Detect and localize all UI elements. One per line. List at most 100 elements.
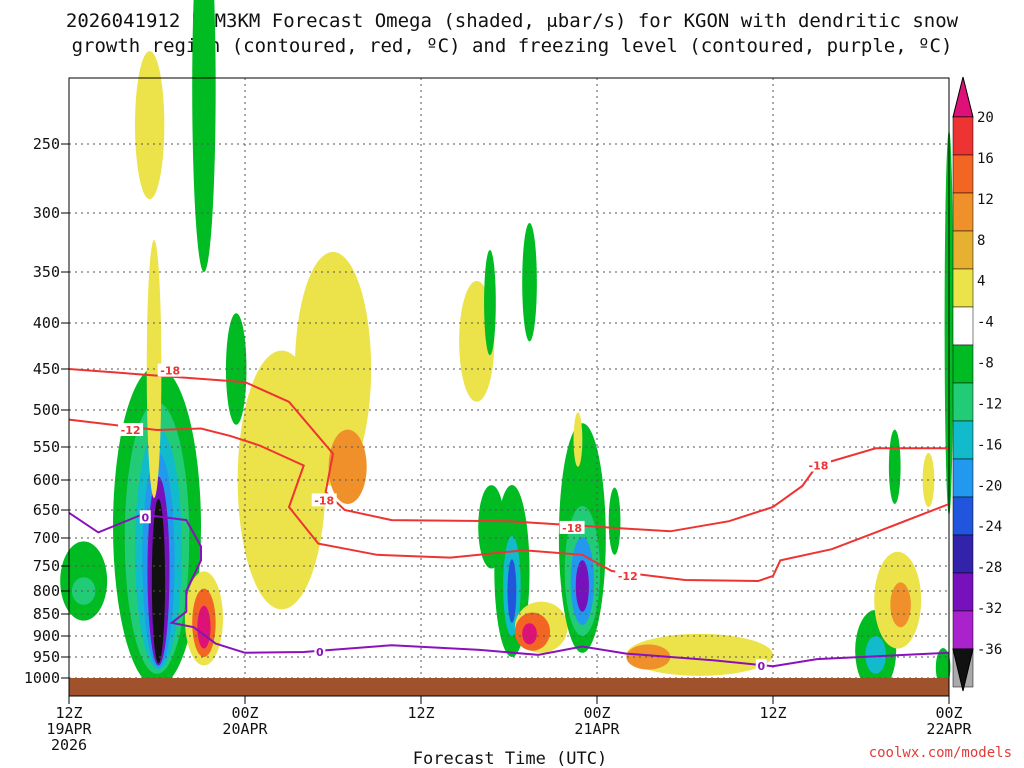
y-axis: 250 300 350 400 450 500 550 600 650 700 750 800 850 9… — [24, 135, 69, 687]
omega-region-7 — [151, 498, 166, 664]
colorbar-label-2: 12 — [977, 192, 994, 208]
x-tick-label-60-1: 22APR — [926, 720, 972, 738]
colorbar-swatch-1 — [952, 116, 974, 156]
dgz-contour-label-5-bg — [805, 458, 831, 472]
y-tick-label-750: 750 — [33, 557, 60, 575]
y-tick-label-500: 500 — [33, 401, 60, 419]
omega-region-9 — [225, 313, 247, 425]
colorbar-swatch-9 — [952, 420, 974, 460]
freezing-level-label-0: 0 — [141, 511, 149, 524]
dgz-contour-label-4-bg — [615, 569, 641, 582]
x-tick-label-24-0: 12Z — [407, 704, 434, 722]
x-tick-label-60-0: 00Z — [935, 704, 962, 722]
omega-region-39 — [890, 582, 911, 628]
y-tick-label-700: 700 — [33, 529, 60, 547]
terrain-ground — [69, 678, 949, 696]
gridlines — [68, 78, 950, 696]
omega-region-14 — [197, 605, 211, 649]
dgz-contour-label-2-bg — [311, 493, 337, 507]
freezing-level-label-0-bg — [139, 510, 151, 524]
freezing-level-label-2: 0 — [757, 660, 765, 673]
omega-region-40 — [888, 429, 901, 504]
colorbar-label-12: -32 — [977, 601, 1002, 617]
y-tick-label-800: 800 — [33, 582, 60, 600]
omega-region-31 — [575, 560, 589, 612]
colorbar-swatch-11 — [952, 496, 974, 536]
x-tick-label-0-1: 19APR — [46, 720, 92, 738]
y-tick-label-550: 550 — [33, 438, 60, 456]
x-tick-label-36-0: 00Z — [583, 704, 610, 722]
colorbar-swatch-6 — [952, 306, 974, 346]
chart-title-line1: 2026041912 NAM3KM Forecast Omega (shaded… — [66, 10, 959, 32]
omega-region-32 — [573, 412, 583, 467]
y-tick-label-450: 450 — [33, 360, 60, 378]
credit-text: coolwx.com/models — [869, 745, 1012, 761]
colorbar-label-9: -20 — [977, 478, 1002, 494]
y-tick-label-1000: 1000 — [24, 669, 60, 687]
x-tick-label-48-0: 12Z — [759, 704, 786, 722]
omega-region-23 — [507, 559, 517, 623]
omega-region-24 — [522, 223, 537, 342]
colorbar: 20 16 12 8 4 -4 -8 -12 -16 -20 -24 -28 -32 -36 — [952, 76, 1002, 692]
omega-region-8 — [192, 0, 216, 272]
colorbar-label-7: -12 — [977, 396, 1002, 412]
dgz-contour--18-0 — [68, 368, 949, 533]
y-tick-label-600: 600 — [33, 471, 60, 489]
dgz-contour-label-1: -12 — [121, 424, 141, 437]
colorbar-label-10: -24 — [977, 519, 1002, 535]
x-tick-label-0-2: 2026 — [51, 736, 87, 754]
y-tick-label-900: 900 — [33, 627, 60, 645]
colorbar-swatch-12 — [952, 534, 974, 574]
colorbar-bottom-triangle — [952, 648, 974, 692]
omega-region-1 — [71, 577, 96, 605]
omega-region-27 — [522, 623, 537, 645]
dgz-contour-label-3-bg — [559, 520, 585, 534]
dgz-contour-label-4: -12 — [618, 570, 638, 583]
colorbar-swatch-4 — [952, 230, 974, 270]
dgz-contour-label-2: -18 — [314, 494, 334, 507]
freezing-level-label-1: 0 — [316, 646, 324, 659]
x-tick-label-12-1: 20APR — [222, 720, 268, 738]
dgz-contour-label-0: -18 — [160, 365, 180, 378]
freezing-level-contour — [68, 511, 950, 668]
omega-region-35 — [626, 644, 671, 670]
y-tick-label-300: 300 — [33, 204, 60, 222]
colorbar-swatch-3 — [952, 192, 974, 232]
chart-title-line2: growth region (contoured, red, ºC) and f… — [72, 35, 953, 57]
y-tick-label-850: 850 — [33, 605, 60, 623]
plot-area: -18 -12 -18 -18 -12 -18 0 0 0 — [60, 0, 954, 697]
y-tick-label-250: 250 — [33, 135, 60, 153]
omega-region-33 — [608, 487, 621, 555]
y-tick-label-400: 400 — [33, 314, 60, 332]
colorbar-label-1: 16 — [977, 151, 994, 167]
x-tick-label-0-0: 12Z — [55, 704, 82, 722]
colorbar-swatch-8 — [952, 382, 974, 422]
dgz-contour-label-0-bg — [157, 363, 183, 377]
y-tick-label-650: 650 — [33, 501, 60, 519]
colorbar-top-triangle — [952, 76, 974, 118]
colorbar-swatch-2 — [952, 154, 974, 194]
dgz-contour--12-1 — [68, 418, 950, 583]
y-tick-label-350: 350 — [33, 263, 60, 281]
dgz-contour-label-1-bg — [118, 422, 144, 436]
colorbar-label-11: -28 — [977, 560, 1002, 576]
colorbar-swatch-10 — [952, 458, 974, 498]
y-tick-label-950: 950 — [33, 648, 60, 666]
x-axis-label: Forecast Time (UTC) — [413, 749, 607, 768]
omega-region-19 — [484, 250, 496, 356]
omega-region-43 — [935, 648, 951, 687]
omega-region-37 — [865, 636, 886, 674]
x-tick-label-12-0: 00Z — [231, 704, 258, 722]
freezing-level-label-1-bg — [314, 644, 326, 658]
colorbar-label-3: 8 — [977, 233, 985, 249]
x-tick-label-36-1: 21APR — [574, 720, 620, 738]
colorbar-swatch-5 — [952, 268, 974, 308]
colorbar-swatch-14 — [952, 610, 974, 650]
dgz-contour-label-5: -18 — [809, 459, 829, 472]
colorbar-label-0: 20 — [977, 110, 994, 126]
omega-region-11 — [135, 51, 165, 200]
plot-border — [68, 77, 950, 697]
contours: -18 -12 -18 -18 -12 -18 0 0 0 — [68, 363, 950, 673]
colorbar-swatch-13 — [952, 572, 974, 612]
